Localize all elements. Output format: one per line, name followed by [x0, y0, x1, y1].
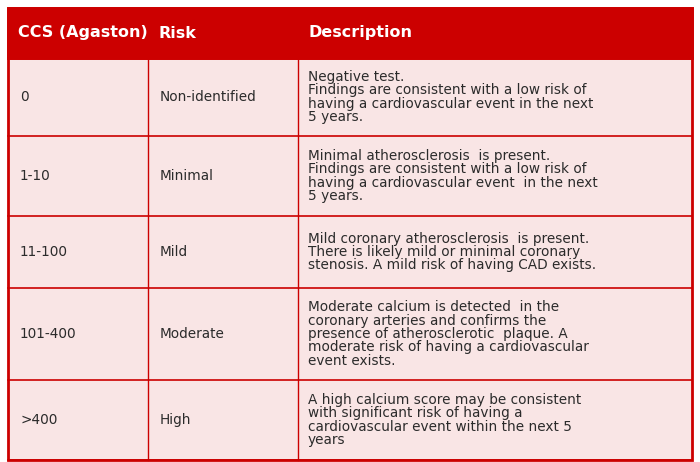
Text: coronary arteries and confirms the: coronary arteries and confirms the — [308, 314, 546, 328]
Text: Negative test.: Negative test. — [308, 70, 405, 84]
Text: 1-10: 1-10 — [20, 169, 50, 183]
Text: High: High — [160, 413, 192, 427]
Text: 5 years.: 5 years. — [308, 110, 363, 124]
Text: moderate risk of having a cardiovascular: moderate risk of having a cardiovascular — [308, 340, 589, 354]
Text: having a cardiovascular event in the next: having a cardiovascular event in the nex… — [308, 97, 594, 111]
Text: event exists.: event exists. — [308, 354, 395, 368]
Text: Minimal: Minimal — [160, 169, 214, 183]
Text: stenosis. A mild risk of having CAD exists.: stenosis. A mild risk of having CAD exis… — [308, 259, 596, 273]
Text: 11-100: 11-100 — [20, 245, 68, 259]
Text: cardiovascular event within the next 5: cardiovascular event within the next 5 — [308, 420, 572, 434]
Text: Mild coronary atherosclerosis  is present.: Mild coronary atherosclerosis is present… — [308, 231, 589, 245]
Text: Moderate: Moderate — [160, 327, 225, 341]
Text: Findings are consistent with a low risk of: Findings are consistent with a low risk … — [308, 162, 587, 176]
Text: Findings are consistent with a low risk of: Findings are consistent with a low risk … — [308, 83, 587, 97]
Text: Non-identified: Non-identified — [160, 90, 257, 104]
Bar — [8, 8, 692, 58]
Bar — [8, 216, 692, 288]
Text: 101-400: 101-400 — [20, 327, 76, 341]
Text: years: years — [308, 433, 346, 447]
Text: Risk: Risk — [158, 25, 196, 41]
Text: Description: Description — [308, 25, 412, 41]
Text: There is likely mild or minimal coronary: There is likely mild or minimal coronary — [308, 245, 580, 259]
Bar — [8, 136, 692, 216]
Text: Minimal atherosclerosis  is present.: Minimal atherosclerosis is present. — [308, 149, 550, 163]
Text: Moderate calcium is detected  in the: Moderate calcium is detected in the — [308, 300, 559, 314]
Text: presence of atherosclerotic  plaque. A: presence of atherosclerotic plaque. A — [308, 327, 568, 341]
Text: CCS (Agaston): CCS (Agaston) — [18, 25, 148, 41]
Text: A high calcium score may be consistent: A high calcium score may be consistent — [308, 393, 581, 407]
Text: >400: >400 — [20, 413, 57, 427]
Bar — [8, 380, 692, 460]
Text: having a cardiovascular event  in the next: having a cardiovascular event in the nex… — [308, 176, 598, 190]
Text: with significant risk of having a: with significant risk of having a — [308, 406, 522, 420]
Bar — [8, 58, 692, 136]
Text: 0: 0 — [20, 90, 29, 104]
Text: Mild: Mild — [160, 245, 188, 259]
Text: 5 years.: 5 years. — [308, 189, 363, 203]
Bar — [8, 288, 692, 380]
